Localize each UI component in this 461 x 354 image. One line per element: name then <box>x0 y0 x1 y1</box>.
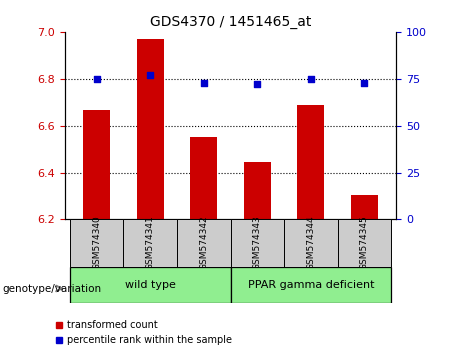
Bar <box>351 195 378 219</box>
Bar <box>337 219 391 267</box>
Point <box>93 76 100 82</box>
Bar <box>297 104 324 219</box>
Text: GSM574344: GSM574344 <box>306 215 315 270</box>
Title: GDS4370 / 1451465_at: GDS4370 / 1451465_at <box>150 16 311 29</box>
Bar <box>190 137 217 219</box>
Bar <box>137 39 164 219</box>
Text: GSM574345: GSM574345 <box>360 215 369 270</box>
Text: GSM574341: GSM574341 <box>146 215 155 270</box>
Point <box>254 81 261 87</box>
Point <box>361 80 368 85</box>
Bar <box>177 219 230 267</box>
Text: wild type: wild type <box>125 280 176 290</box>
Bar <box>244 162 271 219</box>
Bar <box>284 219 337 267</box>
Text: PPAR gamma deficient: PPAR gamma deficient <box>248 280 374 290</box>
Bar <box>83 110 110 219</box>
Bar <box>230 267 391 303</box>
Point <box>147 72 154 78</box>
Legend: transformed count, percentile rank within the sample: transformed count, percentile rank withi… <box>51 316 236 349</box>
Point <box>307 76 314 82</box>
Text: GSM574340: GSM574340 <box>92 215 101 270</box>
Text: GSM574342: GSM574342 <box>199 215 208 270</box>
Text: GSM574343: GSM574343 <box>253 215 262 270</box>
Text: genotype/variation: genotype/variation <box>2 284 101 293</box>
Point <box>200 80 207 85</box>
Bar <box>70 219 124 267</box>
Bar <box>124 219 177 267</box>
Bar <box>230 219 284 267</box>
Bar <box>70 267 230 303</box>
